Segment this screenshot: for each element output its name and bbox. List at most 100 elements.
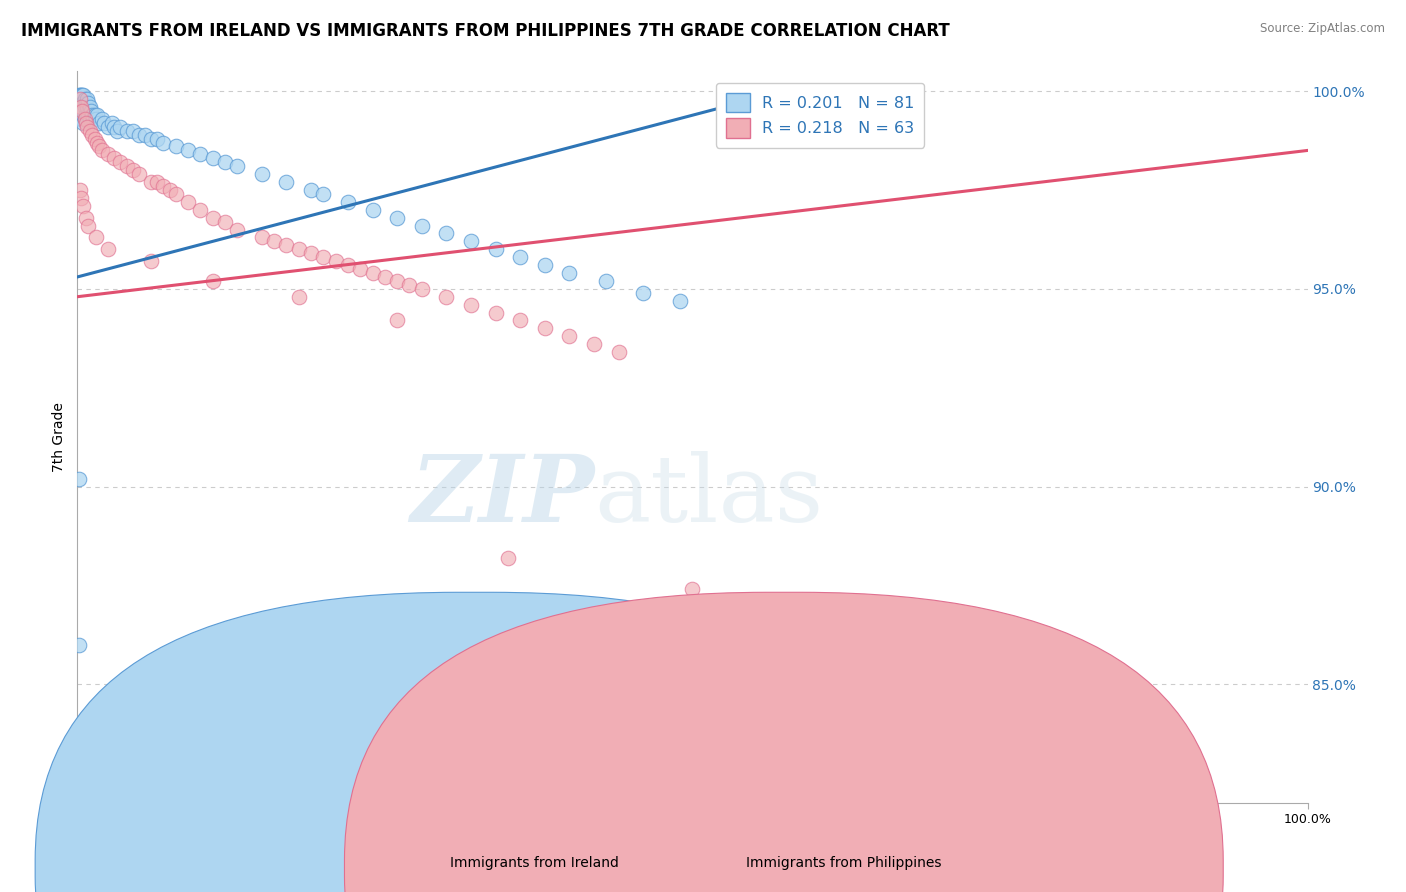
Point	[105, 123, 128, 137]
Point	[134, 128, 156, 142]
Point	[312, 186, 335, 201]
Point	[276, 175, 298, 189]
Point	[214, 155, 236, 169]
Point	[76, 112, 98, 126]
Point	[115, 123, 138, 137]
Point	[69, 92, 91, 106]
Point	[89, 116, 111, 130]
Point	[73, 100, 96, 114]
Text: atlas: atlas	[595, 450, 824, 541]
Point	[165, 186, 187, 201]
Text: Immigrants from Ireland: Immigrants from Ireland	[450, 856, 619, 870]
Point	[70, 191, 93, 205]
Point	[77, 108, 100, 122]
Point	[460, 298, 482, 312]
Point	[411, 282, 433, 296]
Point	[165, 139, 187, 153]
Point	[83, 108, 105, 122]
Point	[387, 313, 409, 327]
Point	[73, 112, 96, 126]
Point	[558, 329, 581, 343]
Point	[75, 95, 97, 110]
Point	[69, 103, 91, 118]
Point	[110, 155, 132, 169]
Point	[69, 100, 91, 114]
Point	[70, 88, 93, 103]
Point	[93, 116, 115, 130]
Text: Immigrants from Philippines: Immigrants from Philippines	[745, 856, 942, 870]
Point	[97, 147, 120, 161]
Point	[97, 242, 120, 256]
Point	[90, 112, 114, 126]
Text: IMMIGRANTS FROM IRELAND VS IMMIGRANTS FROM PHILIPPINES 7TH GRADE CORRELATION CHA: IMMIGRANTS FROM IRELAND VS IMMIGRANTS FR…	[21, 22, 950, 40]
Point	[337, 194, 360, 209]
Point	[682, 582, 704, 597]
Point	[115, 159, 138, 173]
Point	[485, 242, 508, 256]
Point	[70, 112, 93, 126]
Point	[69, 88, 91, 103]
Point	[86, 108, 108, 122]
Point	[67, 92, 90, 106]
Point	[190, 202, 212, 217]
Point	[141, 175, 163, 189]
Point	[75, 108, 97, 122]
Point	[141, 131, 163, 145]
Point	[84, 230, 107, 244]
Point	[128, 167, 150, 181]
Point	[288, 242, 311, 256]
Y-axis label: 7th Grade: 7th Grade	[52, 402, 66, 472]
Point	[250, 230, 273, 244]
Point	[79, 123, 101, 137]
Point	[337, 258, 360, 272]
Point	[141, 254, 163, 268]
Point	[70, 100, 93, 114]
Point	[82, 112, 104, 126]
Point	[349, 262, 371, 277]
Text: ZIP: ZIP	[409, 450, 595, 541]
Point	[80, 103, 103, 118]
Point	[509, 313, 531, 327]
Point	[387, 211, 409, 225]
Point	[398, 277, 420, 292]
Point	[152, 136, 174, 150]
Point	[312, 250, 335, 264]
Point	[69, 92, 91, 106]
Point	[325, 254, 347, 268]
Point	[90, 144, 114, 158]
Point	[411, 219, 433, 233]
Point	[534, 321, 557, 335]
Point	[288, 290, 311, 304]
Point	[76, 120, 98, 134]
Point	[70, 95, 93, 110]
Point	[75, 116, 97, 130]
Point	[146, 131, 169, 145]
Point	[77, 95, 100, 110]
Point	[361, 266, 384, 280]
Point	[146, 175, 169, 189]
Point	[70, 92, 93, 106]
Point	[485, 305, 508, 319]
Point	[82, 128, 104, 142]
Point	[72, 116, 94, 130]
Point	[70, 112, 93, 126]
Point	[76, 100, 98, 114]
Point	[121, 163, 143, 178]
Point	[177, 144, 200, 158]
Point	[121, 123, 143, 137]
Point	[67, 472, 90, 486]
Point	[299, 183, 322, 197]
Point	[72, 199, 94, 213]
Point	[436, 290, 458, 304]
Point	[69, 183, 91, 197]
Point	[97, 120, 120, 134]
Point	[73, 112, 96, 126]
Point	[86, 136, 108, 150]
Point	[374, 269, 396, 284]
Point	[436, 227, 458, 241]
Point	[128, 128, 150, 142]
Point	[103, 152, 125, 166]
Point	[201, 211, 224, 225]
Point	[263, 235, 285, 249]
Point	[496, 550, 519, 565]
